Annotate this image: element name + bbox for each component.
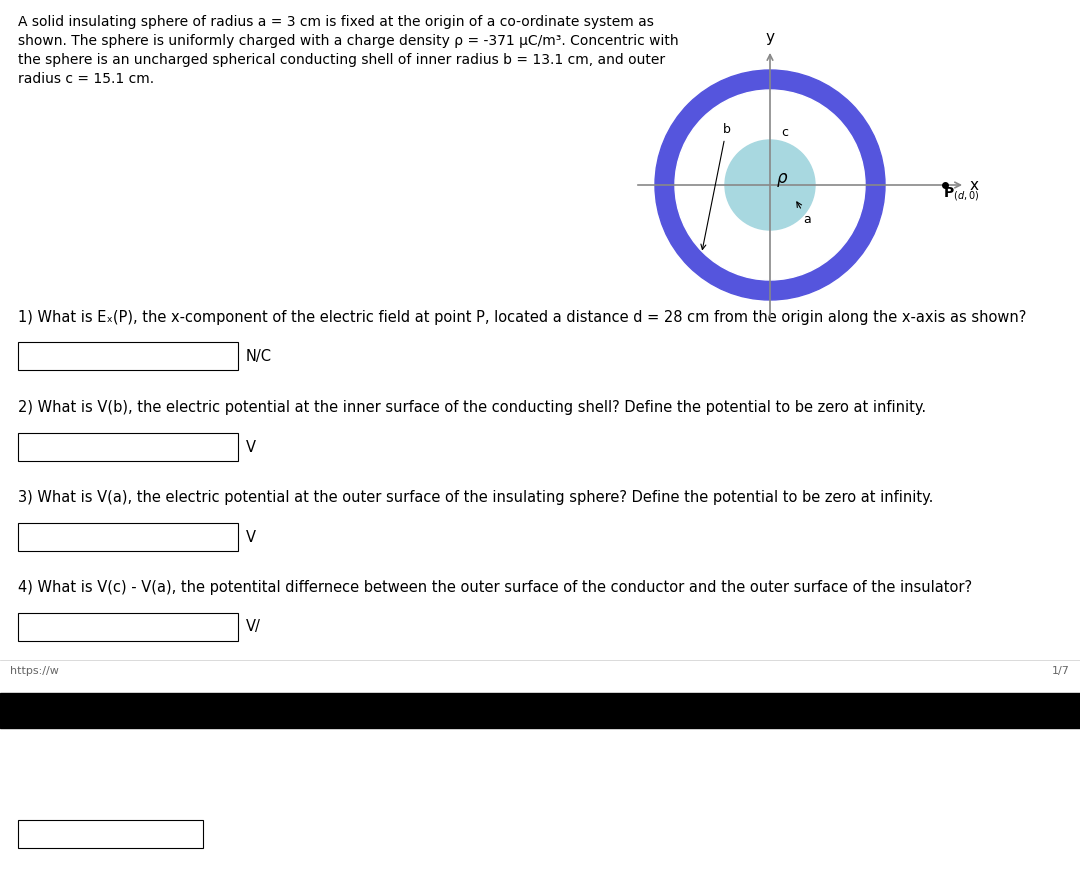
Circle shape <box>675 90 865 280</box>
Bar <box>18 523 238 551</box>
Text: A solid insulating sphere of radius a = 3 cm is fixed at the origin of a co-ordi: A solid insulating sphere of radius a = … <box>18 15 653 29</box>
Text: V/: V/ <box>246 620 261 635</box>
Circle shape <box>725 140 815 230</box>
Text: b: b <box>701 123 730 250</box>
Text: 5) A charge Q = 0.0751μC is now added to the conducting shell. What is V(a), the: 5) A charge Q = 0.0751μC is now added to… <box>18 770 1080 785</box>
Text: a: a <box>797 202 811 227</box>
Text: the sphere is an uncharged spherical conducting shell of inner radius b = 13.1 c: the sphere is an uncharged spherical con… <box>18 53 665 67</box>
Text: Define the potential to be zero at infinity.: Define the potential to be zero at infin… <box>18 790 334 805</box>
Text: 3) What is V(a), the electric potential at the outer surface of the insulating s: 3) What is V(a), the electric potential … <box>18 490 933 505</box>
Text: $\mathbf{P}_{(d,0)}$: $\mathbf{P}_{(d,0)}$ <box>943 185 980 203</box>
Text: $\rho$: $\rho$ <box>775 171 788 189</box>
Text: 1/7: 1/7 <box>1052 666 1070 676</box>
Text: Assignment Set Tool: Assignment Set Tool <box>476 740 604 753</box>
Text: shown. The sphere is uniformly charged with a charge density ρ = -371 μC/m³. Con: shown. The sphere is uniformly charged w… <box>18 34 678 48</box>
Bar <box>18 433 238 461</box>
Text: radius c = 15.1 cm.: radius c = 15.1 cm. <box>18 72 154 86</box>
Bar <box>18 820 203 848</box>
Circle shape <box>654 70 885 300</box>
Text: https://w: https://w <box>10 666 59 676</box>
Text: 4) What is V(c) - V(a), the potentital differnece between the outer surface of t: 4) What is V(c) - V(a), the potentital d… <box>18 580 972 595</box>
Bar <box>0 728 1080 885</box>
Text: 3/w…: 3/w… <box>10 740 41 750</box>
Text: V: V <box>211 827 221 842</box>
Text: 1) What is Eₓ(P), the x-component of the electric field at point P, located a di: 1) What is Eₓ(P), the x-component of the… <box>18 310 1026 325</box>
Text: c: c <box>782 127 788 139</box>
Text: V: V <box>246 529 256 544</box>
Text: V: V <box>246 440 256 455</box>
Bar <box>18 613 238 641</box>
Text: y: y <box>766 30 774 45</box>
Bar <box>18 342 238 370</box>
Bar <box>0 693 1080 728</box>
Text: N/C: N/C <box>246 349 272 364</box>
Text: 2) What is V(b), the electric potential at the inner surface of the conducting s: 2) What is V(b), the electric potential … <box>18 400 927 415</box>
Text: x: x <box>970 178 978 193</box>
